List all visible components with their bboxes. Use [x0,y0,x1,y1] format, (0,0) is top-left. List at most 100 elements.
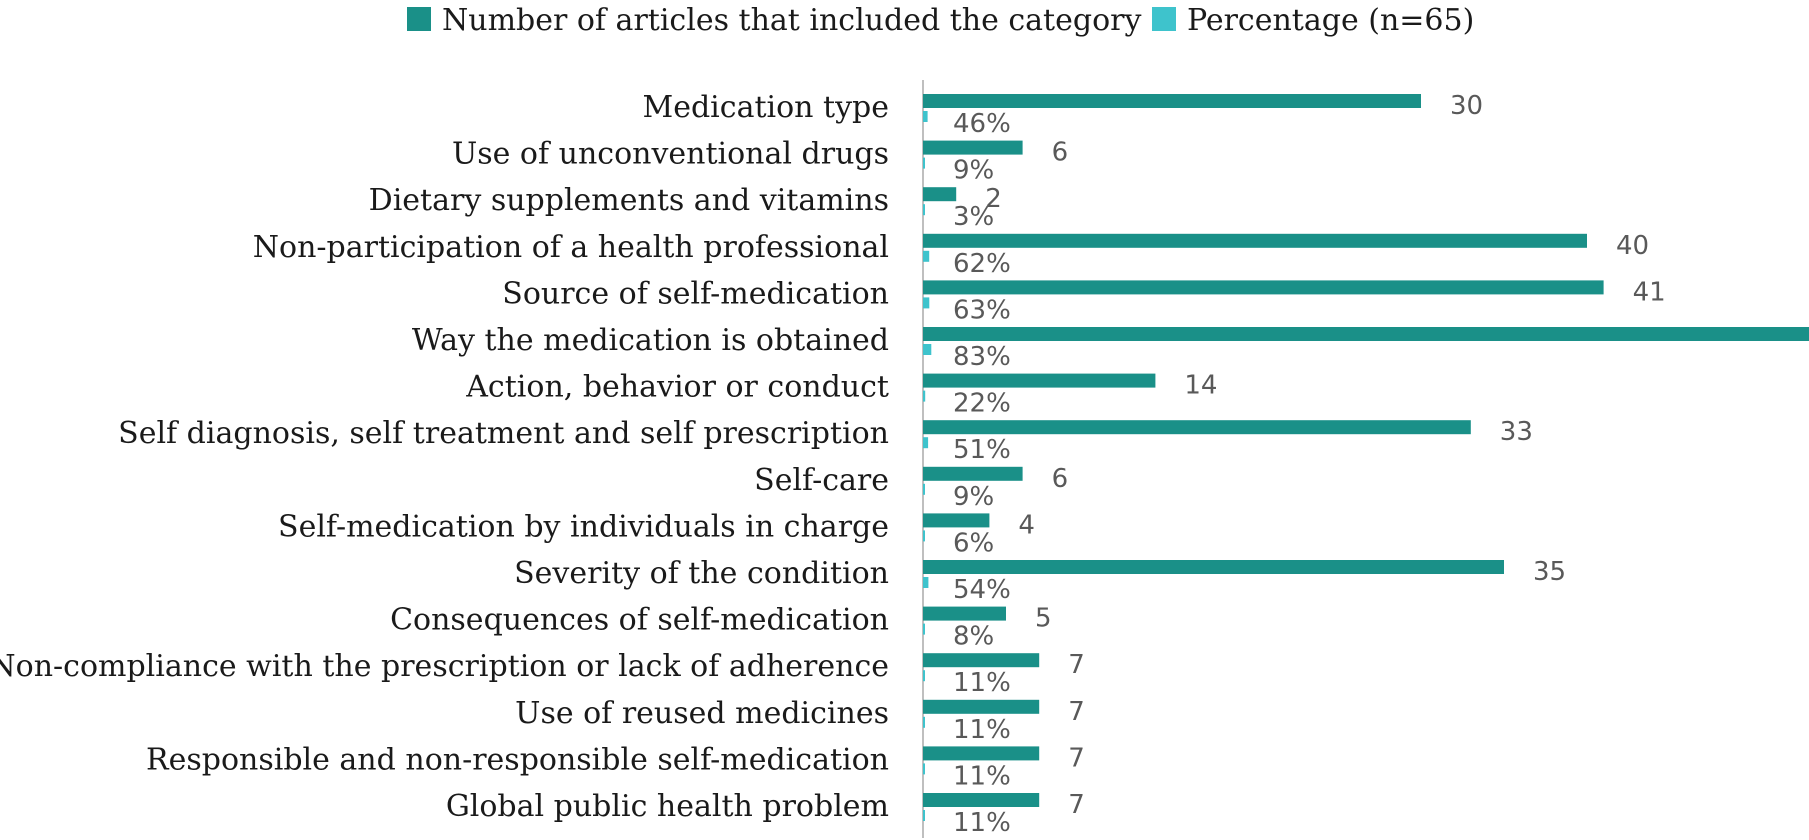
data-label-percentage: 22% [953,389,1011,419]
bar-group: Action, behavior or conduct 14 22% [465,370,1217,419]
bar-articles [923,466,1023,481]
bar-percentage [923,204,925,216]
bar-percentage [923,297,930,309]
data-label-percentage: 11% [953,761,1011,791]
bar-percentage [923,250,930,262]
data-label-articles: 35 [1533,557,1566,587]
bar-group: Non-participation of a health profession… [253,230,1649,279]
category-label: Use of unconventional drugs [452,137,889,172]
data-label-percentage: 9% [953,156,994,186]
data-label-articles: 7 [1068,697,1085,727]
data-label-percentage: 63% [953,295,1011,325]
data-label-percentage: 11% [953,808,1011,838]
bar-group: Dietary supplements and vitamins 23% [369,183,1002,232]
data-label-articles: 6 [1052,138,1069,168]
legend: Number of articles that included the cat… [407,3,1474,38]
category-label: Source of self-medication [502,276,889,311]
legend-item-percentage: Percentage (n=65) [1152,3,1474,38]
bar-articles [923,560,1504,574]
category-label: Severity of the condition [514,556,889,591]
category-label: Non-compliance with the prescription or … [0,649,889,684]
category-label: Self diagnosis, self treatment and self … [118,416,889,451]
bar-percentage [923,157,925,169]
legend-item-articles: Number of articles that included the cat… [407,3,1141,38]
category-label: Action, behavior or conduct [465,370,889,405]
bar-percentage [923,530,925,542]
bar-group: Way the medication is obtained5483% [412,323,1809,372]
bar-articles [923,140,1023,155]
data-label-percentage: 8% [953,622,994,652]
legend-label: Number of articles that included the cat… [442,3,1141,38]
data-label-percentage: 62% [953,249,1011,279]
bar-percentage [923,483,925,495]
data-label-articles: 5 [1035,604,1052,634]
bar-group: Use of unconventional drugs 6 9% [452,137,1068,186]
bar-articles [923,420,1471,435]
bar-percentage [923,111,928,122]
data-label-articles: 30 [1450,91,1483,121]
data-label-percentage: 3% [953,202,994,232]
bar-percentage [923,344,932,355]
bar-percentage [923,390,926,402]
legend-swatch [407,7,431,31]
category-label: Responsible and non-responsible self-med… [146,742,889,777]
data-label-percentage: 46% [953,109,1011,139]
bar-articles [923,373,1156,388]
bar-percentage [923,437,929,449]
bar-percentage [923,670,925,682]
data-label-articles: 6 [1052,464,1069,494]
bar-percentage [923,810,925,821]
bar-articles [923,746,1040,761]
bar-articles [923,513,990,528]
legend-swatch [1152,7,1176,31]
bar-articles [923,280,1604,295]
bar-articles [923,327,1809,341]
category-label: Way the medication is obtained [412,323,889,358]
bar-articles [923,653,1040,668]
bar-percentage [923,577,929,588]
bar-percentage [923,623,925,635]
data-label-percentage: 11% [953,668,1011,698]
data-label-articles: 33 [1500,417,1533,447]
bar-articles [923,187,957,202]
data-label-articles: 40 [1616,231,1649,261]
category-label: Non-participation of a health profession… [253,230,889,265]
bar-group: Consequences of self-medication 5 8% [390,603,1051,652]
category-label: Self-care [754,463,889,498]
data-label-percentage: 83% [953,342,1011,372]
bar-percentage [923,716,925,728]
bar-group: Self-care 6 9% [754,463,1068,512]
legend-label: Percentage (n=65) [1187,3,1474,38]
data-label-articles: 14 [1184,371,1217,401]
bar-group: Severity of the condition 35 54% [514,556,1566,605]
bar-group: Self diagnosis, self treatment and self … [118,416,1533,465]
bar-articles [923,94,1421,108]
data-label-articles: 4 [1018,510,1035,540]
data-label-articles: 7 [1068,790,1085,820]
bar-articles [923,699,1040,714]
bar-articles [923,233,1587,248]
bar-group: Medication type 30 46% [643,90,1484,139]
category-label: Consequences of self-medication [390,603,889,638]
data-label-articles: 2 [985,184,1002,214]
category-label: Use of reused medicines [515,696,889,731]
bar-group: Self-medication by individuals in charge… [278,509,1035,558]
category-label: Self-medication by individuals in charge [278,509,889,544]
data-label-percentage: 9% [953,482,994,512]
category-label: Global public health problem [446,789,889,824]
data-label-articles: 7 [1068,650,1085,680]
category-label: Dietary supplements and vitamins [369,183,889,218]
bar-articles [923,793,1040,807]
data-label-percentage: 6% [953,528,994,558]
bar-group: Non-compliance with the prescription or … [0,649,1085,698]
data-label-percentage: 54% [953,575,1011,605]
bar-group: Responsible and non-responsible self-med… [146,742,1085,791]
data-label-percentage: 11% [953,715,1011,745]
data-label-percentage: 51% [953,435,1011,465]
data-label-articles: 41 [1633,277,1666,307]
data-label-articles: 7 [1068,743,1085,773]
bar-articles [923,606,1006,621]
category-label: Medication type [643,90,890,125]
